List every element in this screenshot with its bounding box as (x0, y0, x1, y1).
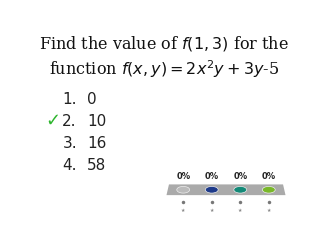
Text: 0%: 0% (205, 172, 219, 181)
Ellipse shape (262, 186, 275, 193)
Text: 0%: 0% (176, 172, 190, 181)
Text: ★: ★ (238, 208, 243, 213)
Text: 58: 58 (87, 158, 106, 173)
Text: 0: 0 (87, 91, 97, 107)
Text: 16: 16 (87, 136, 107, 151)
Text: function $f(x,y)=2x^2y+3y$-5: function $f(x,y)=2x^2y+3y$-5 (49, 58, 279, 80)
Text: Find the value of $f(1,3)$ for the: Find the value of $f(1,3)$ for the (39, 34, 289, 53)
Text: ★: ★ (210, 208, 214, 213)
Ellipse shape (234, 186, 247, 193)
Text: 10: 10 (87, 114, 106, 129)
Text: 0%: 0% (262, 172, 276, 181)
Ellipse shape (205, 186, 218, 193)
Text: ★: ★ (267, 208, 271, 213)
Text: ✓: ✓ (45, 112, 60, 130)
Text: 4.: 4. (62, 158, 77, 173)
Text: ★: ★ (181, 208, 185, 213)
Polygon shape (166, 184, 285, 195)
Text: 3.: 3. (62, 136, 77, 151)
Text: 2.: 2. (62, 114, 77, 129)
Text: 1.: 1. (62, 91, 77, 107)
Ellipse shape (177, 186, 190, 193)
Text: 0%: 0% (233, 172, 247, 181)
